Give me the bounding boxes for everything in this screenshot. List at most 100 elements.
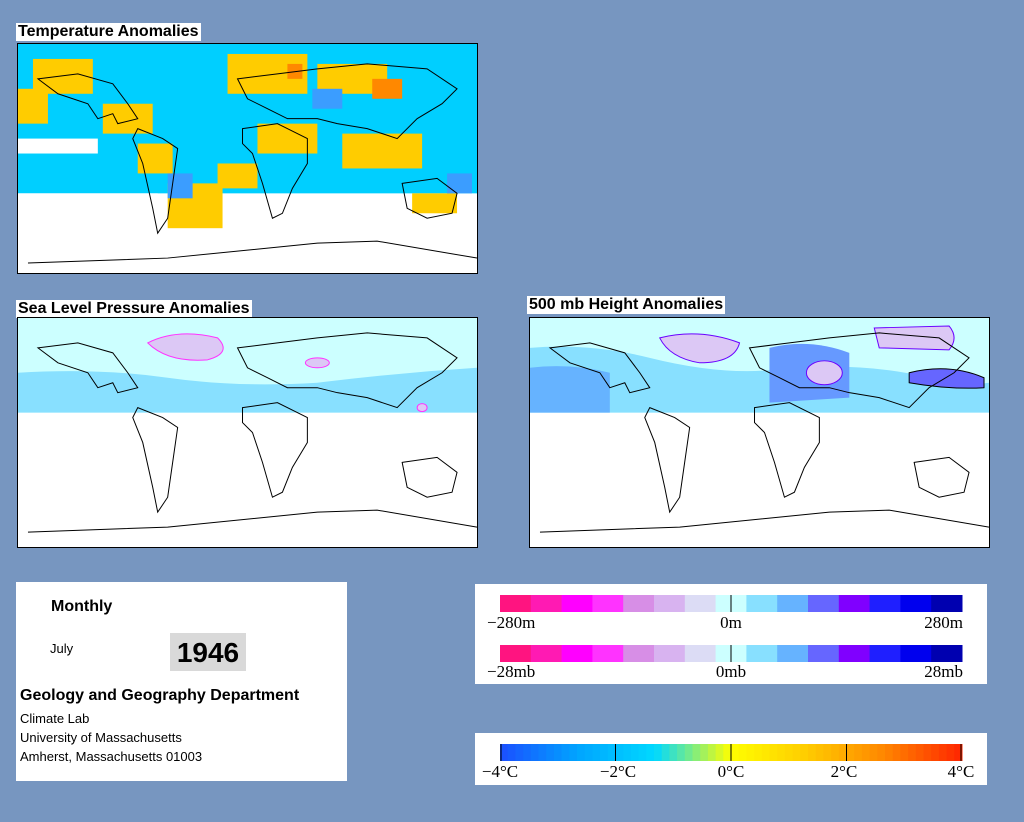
temperature-swatch-31 — [738, 744, 747, 761]
temperature-swatch-28 — [715, 744, 724, 761]
period-label: Monthly — [51, 598, 113, 615]
temperature-swatch-9 — [569, 744, 578, 761]
height-swatch-13 — [900, 595, 932, 612]
temp-label-2: 2°C — [831, 762, 858, 781]
temperature-swatch-24 — [684, 744, 693, 761]
temperature-swatch-30 — [731, 744, 740, 761]
temperature-swatch-29 — [723, 744, 732, 761]
temperature-swatch-49 — [877, 744, 886, 761]
temperature-swatch-14 — [607, 744, 616, 761]
pressure-label-min: −28mb — [487, 662, 535, 681]
pressure-swatch-9 — [777, 645, 809, 662]
lab-name: Climate Lab — [20, 711, 90, 726]
pressure-colorbar — [500, 645, 963, 662]
height-swatch-11 — [838, 595, 871, 612]
slp-panel-title: Sea Level Pressure Anomalies — [16, 300, 252, 318]
university-name: University of Massachusetts — [20, 730, 182, 745]
temperature-swatch-10 — [577, 744, 586, 761]
temperature-swatch-35 — [769, 744, 778, 761]
pressure-swatch-12 — [869, 645, 901, 662]
department-name: Geology and Geography Department — [20, 687, 300, 704]
height-swatch-1 — [530, 595, 563, 612]
temperature-swatch-21 — [661, 744, 670, 761]
temperature-anomaly-map — [17, 43, 478, 274]
slp-anomaly-map — [17, 317, 478, 548]
temperature-swatch-7 — [553, 744, 563, 761]
temperature-swatch-44 — [838, 744, 847, 761]
temperature-swatch-22 — [669, 744, 678, 761]
height-swatch-14 — [931, 595, 963, 612]
temperature-swatch-26 — [700, 744, 709, 761]
height-swatch-9 — [777, 595, 809, 612]
temperature-swatch-55 — [923, 744, 932, 761]
temperature-swatch-12 — [592, 744, 601, 761]
pressure-swatch-5 — [654, 645, 686, 662]
address-line: Amherst, Massachusetts 01003 — [20, 749, 203, 764]
temperature-swatch-20 — [654, 744, 663, 761]
pressure-swatch-6 — [684, 645, 717, 662]
temperature-swatch-42 — [823, 744, 832, 761]
temperature-swatch-2 — [515, 744, 524, 761]
height-swatch-8 — [746, 595, 778, 612]
temperature-swatch-4 — [530, 744, 539, 761]
temperature-swatch-16 — [623, 744, 632, 761]
year-label: 1946 — [170, 633, 246, 671]
temperature-swatch-58 — [946, 744, 955, 761]
pressure-swatch-0 — [500, 645, 532, 662]
temperature-panel-title: Temperature Anomalies — [16, 23, 201, 41]
height-colorbar — [500, 595, 963, 612]
temperature-swatch-17 — [630, 744, 640, 761]
temp-label-m2: −2°C — [600, 762, 636, 781]
temperature-swatch-54 — [915, 744, 924, 761]
temperature-swatch-48 — [869, 744, 878, 761]
height-pressure-legend: −280m 0m 280m −28mb 0mb 28mb — [475, 584, 987, 684]
temperature-swatch-41 — [815, 744, 824, 761]
temperature-swatch-57 — [938, 744, 948, 761]
temperature-swatch-59 — [954, 744, 963, 761]
temperature-swatch-45 — [846, 744, 855, 761]
temperature-swatch-32 — [746, 744, 755, 761]
temperature-swatch-50 — [885, 744, 894, 761]
temperature-swatch-1 — [507, 744, 516, 761]
temperature-swatch-27 — [707, 744, 717, 761]
temp-label-0: 0°C — [718, 762, 745, 781]
pressure-swatch-1 — [530, 645, 563, 662]
temperature-swatch-8 — [561, 744, 570, 761]
temperature-swatch-11 — [584, 744, 593, 761]
height-swatch-10 — [808, 595, 840, 612]
temperature-swatch-38 — [792, 744, 801, 761]
pressure-swatch-11 — [838, 645, 871, 662]
info-box: Monthly July 1946 Geology and Geography … — [16, 582, 347, 781]
temperature-colorbar — [500, 744, 963, 761]
pressure-swatch-2 — [561, 645, 593, 662]
height-swatch-6 — [684, 595, 717, 612]
temp-label-4: 4°C — [948, 762, 975, 781]
pressure-label-zero: 0mb — [716, 662, 746, 681]
temperature-swatch-19 — [646, 744, 655, 761]
pressure-swatch-8 — [746, 645, 778, 662]
temperature-swatch-37 — [784, 744, 794, 761]
temperature-swatch-25 — [692, 744, 701, 761]
pressure-swatch-10 — [808, 645, 840, 662]
temperature-swatch-15 — [615, 744, 624, 761]
temperature-swatch-34 — [761, 744, 770, 761]
pressure-swatch-4 — [623, 645, 655, 662]
temperature-swatch-40 — [808, 744, 817, 761]
temperature-swatch-56 — [931, 744, 940, 761]
height-label-max: 280m — [924, 613, 963, 632]
height-label-zero: 0m — [720, 613, 742, 632]
temperature-swatch-33 — [754, 744, 763, 761]
temperature-legend: −4°C −2°C 0°C 2°C 4°C — [475, 733, 987, 785]
temperature-swatch-6 — [546, 744, 555, 761]
month-label: July — [50, 641, 74, 656]
temperature-swatch-47 — [861, 744, 871, 761]
temperature-swatch-13 — [600, 744, 609, 761]
temp-label-m4: −4°C — [482, 762, 518, 781]
temperature-swatch-3 — [523, 744, 532, 761]
temperature-swatch-51 — [892, 744, 901, 761]
temperature-swatch-39 — [800, 744, 809, 761]
temperature-swatch-18 — [638, 744, 647, 761]
temperature-swatch-53 — [908, 744, 917, 761]
temperature-swatch-46 — [854, 744, 863, 761]
height-swatch-0 — [500, 595, 532, 612]
